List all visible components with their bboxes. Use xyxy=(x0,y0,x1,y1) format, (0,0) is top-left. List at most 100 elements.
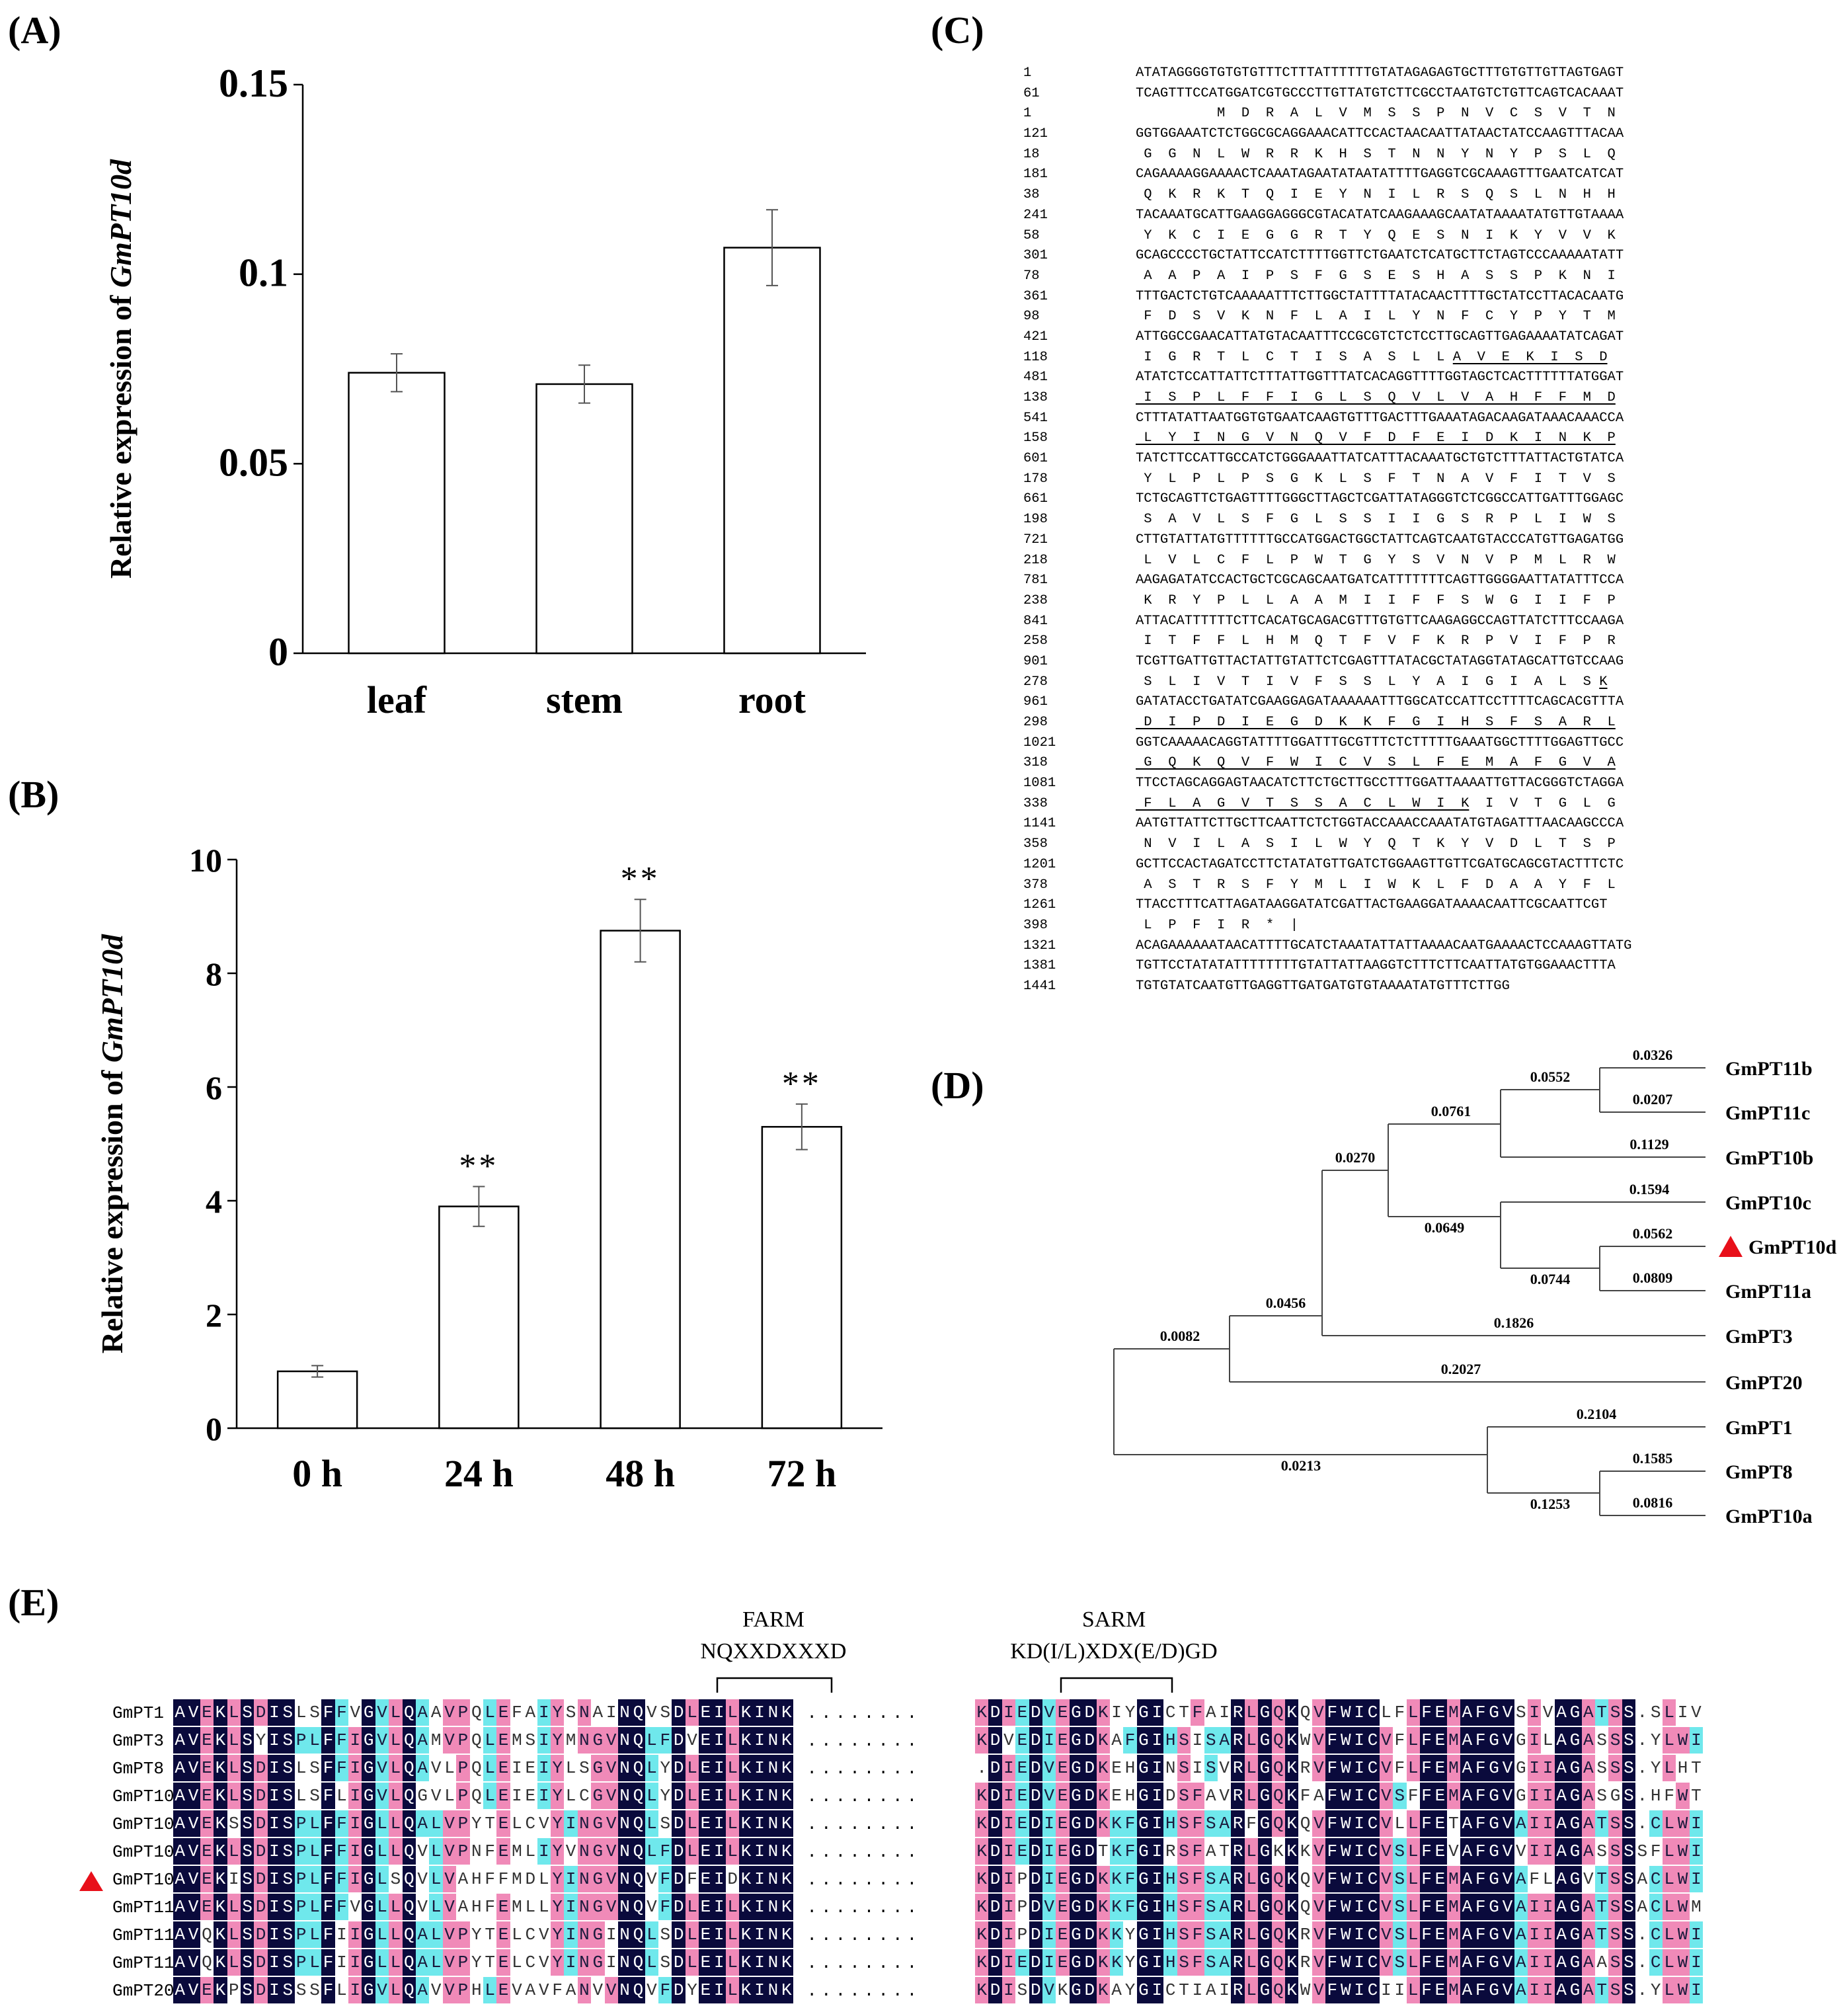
residue: V xyxy=(1379,1727,1393,1754)
residue: L xyxy=(726,1755,740,1781)
residue: N xyxy=(766,1977,780,2003)
residue: V xyxy=(1312,1949,1326,1976)
sequence-row: 601 TATCTTCCATTGCCATCTGGGAAATTATCATTTACAA… xyxy=(1023,449,1631,469)
residue: S xyxy=(294,1977,308,2003)
y-tick-label: 2 xyxy=(206,1297,222,1334)
residue: K xyxy=(214,1727,227,1754)
residue: F xyxy=(1325,1810,1339,1837)
y-tick-label: 0.1 xyxy=(239,251,288,295)
residue: D xyxy=(254,1921,268,1948)
residue: N xyxy=(1163,1755,1177,1781)
residue: V xyxy=(416,1838,430,1865)
sequence-name: GmPT3 xyxy=(112,1731,165,1751)
residue: V xyxy=(1312,1921,1326,1948)
residue: R xyxy=(1231,1783,1245,1809)
residue: G xyxy=(1608,1783,1622,1809)
residue: Q xyxy=(1271,1755,1285,1781)
residue: K xyxy=(1284,1783,1299,1809)
residue: I xyxy=(348,1810,362,1837)
residue: I xyxy=(1042,1921,1056,1948)
residue: K xyxy=(779,1921,793,1948)
residue: F xyxy=(1419,1783,1434,1809)
sequence-row: 1201 GCTTCCACTAGATCCTTCTATATGTTGATCTGGAAG… xyxy=(1023,855,1631,875)
residue: A xyxy=(1460,1949,1474,1976)
residue: L xyxy=(645,1755,659,1781)
residue: V xyxy=(1042,1699,1056,1726)
sequence-position: 178 xyxy=(1023,471,1048,487)
residue: Q xyxy=(402,1949,416,1976)
residue: L xyxy=(1244,1977,1259,2003)
branch-length-label: 0.0326 xyxy=(1633,1047,1673,1063)
alignment-gap: ........ xyxy=(806,1703,922,1723)
sequence-text: TTCCTAGCAGGAGTAACATCTTCTGCTTGCCTTTGGATTA… xyxy=(1136,776,1624,791)
residue: E xyxy=(1433,1783,1447,1809)
residue: G xyxy=(362,1949,375,1976)
residue: Q xyxy=(1298,1810,1312,1837)
residue: F xyxy=(1419,1755,1434,1781)
sequence-name: GmPT10c xyxy=(112,1842,185,1862)
residue: V xyxy=(186,1699,200,1726)
sequence-text: N V I L A S I L W Y Q T K Y V D L T S P xyxy=(1136,836,1616,852)
sequence-text: L P F I R * | xyxy=(1136,917,1299,933)
sequence-row: 58 Y K C I E G G R T Y Q E S N I K Y V V… xyxy=(1023,226,1631,247)
residue: K xyxy=(214,1949,227,1976)
residue: S xyxy=(281,1866,295,1892)
residue: V xyxy=(442,1838,457,1865)
sequence-text: TTTGACTCTGTCAAAAATTTCTTGGCTATTTTATACAACT… xyxy=(1136,288,1624,304)
residue: M xyxy=(1446,1921,1461,1948)
residue: G xyxy=(1258,1699,1272,1726)
sequence-text: TCTGCAGTTCTGAGTTTTGGGCTTAGCTCGATTATAGGGT… xyxy=(1136,491,1624,507)
residue: T xyxy=(1096,1838,1110,1865)
residue: L xyxy=(1406,1894,1420,1920)
bar xyxy=(761,1125,843,1430)
residue: V xyxy=(604,1783,618,1809)
residue: Q xyxy=(402,1699,416,1726)
residue: D xyxy=(988,1755,1002,1781)
motif-sequence: NQXXDXXXD xyxy=(701,1639,847,1664)
residue: A xyxy=(1460,1921,1474,1948)
residue: A xyxy=(1581,1921,1595,1948)
sequence-text: TTACCTTTCATTAGATAAGGATATCGATTACTGAAGGATA… xyxy=(1136,897,1608,913)
sequence-name: GmPT10b xyxy=(112,1814,185,1834)
residue: S xyxy=(1608,1921,1622,1948)
residue: C xyxy=(524,1949,537,1976)
residue: A xyxy=(1460,1894,1474,1920)
residue: G xyxy=(1258,1977,1272,2003)
residue: L xyxy=(483,1783,497,1809)
bar xyxy=(723,247,821,655)
bar xyxy=(276,1370,358,1430)
residue: F xyxy=(1662,1783,1676,1809)
residue: F xyxy=(1419,1699,1434,1726)
transmembrane-segment: D I P D I E G D K K F G I H S F S A R L xyxy=(1136,715,1616,730)
residue: F xyxy=(1473,1921,1487,1948)
residue: D xyxy=(672,1921,686,1948)
residue: L xyxy=(429,1866,443,1892)
residue: D xyxy=(988,1977,1002,2003)
residue: D xyxy=(1083,1838,1097,1865)
branch-length-label: 0.0744 xyxy=(1530,1271,1571,1287)
residue: K xyxy=(1096,1866,1110,1892)
residue: Y xyxy=(550,1755,565,1781)
residue: T xyxy=(1177,1699,1191,1726)
residue: I xyxy=(752,1810,767,1837)
residue: K xyxy=(975,1810,989,1837)
residue: K xyxy=(739,1921,753,1948)
residue: L xyxy=(726,1921,740,1948)
residue: L xyxy=(645,1949,659,1976)
residue: H xyxy=(469,1866,483,1892)
highlight-triangle-icon xyxy=(1719,1236,1743,1257)
residue: V xyxy=(1379,1866,1393,1892)
residue: K xyxy=(1109,1810,1124,1837)
residue: Q xyxy=(402,1810,416,1837)
sequence-row: 121 GGTGGAAATCTCTGGCGCAGGAAACATTCCACTAACA… xyxy=(1023,124,1631,145)
residue: K xyxy=(1284,1755,1299,1781)
residue: Y xyxy=(1123,1699,1137,1726)
residue: D xyxy=(1083,1921,1097,1948)
residue: A xyxy=(173,1977,187,2003)
residue: E xyxy=(1056,1921,1070,1948)
